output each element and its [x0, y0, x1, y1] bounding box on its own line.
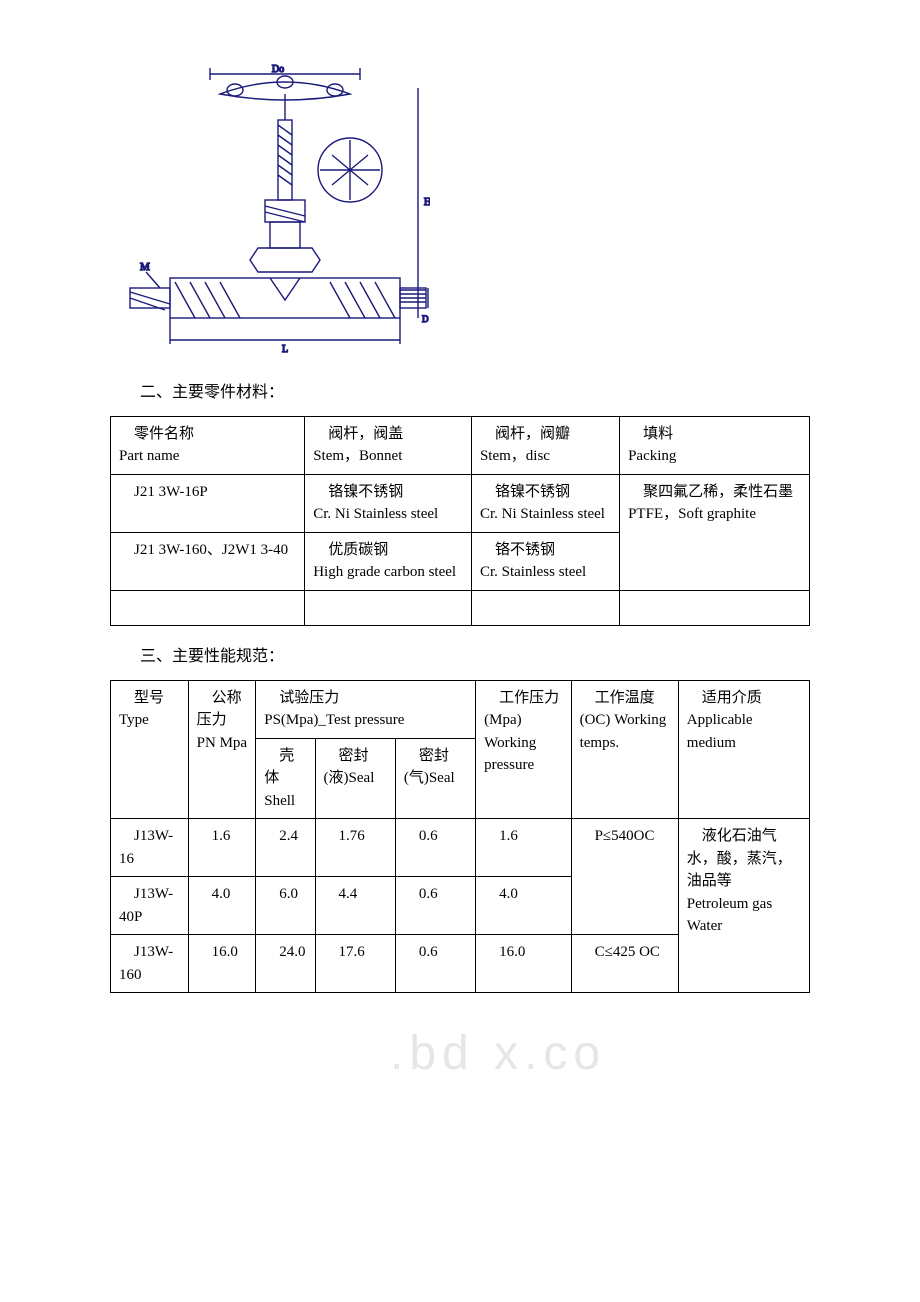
table-header-row: 零件名称Part name 阀杆，阀盖Stem，Bonnet 阀杆，阀瓣Stem…	[111, 416, 810, 474]
col-packing: 填料Packing	[620, 416, 810, 474]
col-wp: 工作压力(Mpa) Working pressure	[476, 680, 571, 819]
dim-l: L	[282, 344, 288, 355]
watermark: .bd x.co	[390, 1016, 606, 1093]
cell-wp: 16.0	[476, 935, 571, 993]
col-wt: 工作温度(OC) Working temps.	[571, 680, 678, 819]
section2-heading: 二、主要零件材料：	[140, 380, 810, 406]
col-shell: 壳体Shell	[256, 738, 315, 819]
cell-model: J21 3W-160、J2W1 3-40	[111, 532, 305, 590]
cell-pn: 16.0	[188, 935, 256, 993]
cell-temp1: P≤540OC	[571, 819, 678, 935]
cell-seal-gas: 0.6	[395, 877, 475, 935]
valve-diagram-svg: Do	[110, 60, 430, 360]
cell-shell: 6.0	[256, 877, 315, 935]
cell-seal-liq: 17.6	[315, 935, 395, 993]
cell-model: J21 3W-16P	[111, 474, 305, 532]
col-part-name: 零件名称Part name	[111, 416, 305, 474]
dim-d: D	[422, 314, 429, 324]
cell-wp: 4.0	[476, 877, 571, 935]
cell-seal-liq: 1.76	[315, 819, 395, 877]
cell-packing: 聚四氟乙稀，柔性石墨PTFE，Soft graphite	[620, 474, 810, 590]
cell-pn: 1.6	[188, 819, 256, 877]
cell-temp2: C≤425 OC	[571, 935, 678, 993]
cell-stem-disc: 铬不锈钢Cr. Stainless steel	[471, 532, 619, 590]
cell-stem-bonnet: 优质碳钢High grade carbon steel	[305, 532, 472, 590]
col-type: 型号Type	[111, 680, 189, 819]
cell-type: J13W-16	[111, 819, 189, 877]
cell-medium: 液化石油气水，酸，蒸汽，油品等Petroleum gas Water	[678, 819, 809, 993]
table-row: J21 3W-16P 铬镍不锈钢Cr. Ni Stainless steel 铬…	[111, 474, 810, 532]
dim-h: H	[424, 197, 430, 208]
col-stem-disc: 阀杆，阀瓣Stem，disc	[471, 416, 619, 474]
materials-table: 零件名称Part name 阀杆，阀盖Stem，Bonnet 阀杆，阀瓣Stem…	[110, 416, 810, 627]
spec-table: 型号Type 公称压力PN Mpa 试验压力PS(Mpa)_Test press…	[110, 680, 810, 994]
col-medium: 适用介质Applicable medium	[678, 680, 809, 819]
col-test-pressure: 试验压力PS(Mpa)_Test pressure	[256, 680, 476, 738]
col-seal-gas: 密封(气)Seal	[395, 738, 475, 819]
col-seal-liq: 密封(液)Seal	[315, 738, 395, 819]
cell-stem-bonnet: 铬镍不锈钢Cr. Ni Stainless steel	[305, 474, 472, 532]
cell-seal-liq: 4.4	[315, 877, 395, 935]
table-row-empty	[111, 590, 810, 626]
col-pn: 公称压力PN Mpa	[188, 680, 256, 819]
cell-pn: 4.0	[188, 877, 256, 935]
valve-diagram: Do	[110, 60, 430, 360]
dim-m: M	[140, 261, 150, 273]
section3-heading: 三、主要性能规范：	[140, 644, 810, 670]
cell-seal-gas: 0.6	[395, 935, 475, 993]
dim-do: Do	[272, 64, 284, 75]
col-stem-bonnet: 阀杆，阀盖Stem，Bonnet	[305, 416, 472, 474]
spec-header-row-1: 型号Type 公称压力PN Mpa 试验压力PS(Mpa)_Test press…	[111, 680, 810, 738]
cell-shell: 24.0	[256, 935, 315, 993]
cell-type: J13W-160	[111, 935, 189, 993]
table-row: J13W-16 1.6 2.4 1.76 0.6 1.6 P≤540OC 液化石…	[111, 819, 810, 877]
cell-wp: 1.6	[476, 819, 571, 877]
cell-seal-gas: 0.6	[395, 819, 475, 877]
cell-stem-disc: 铬镍不锈钢Cr. Ni Stainless steel	[471, 474, 619, 532]
cell-type: J13W-40P	[111, 877, 189, 935]
cell-shell: 2.4	[256, 819, 315, 877]
